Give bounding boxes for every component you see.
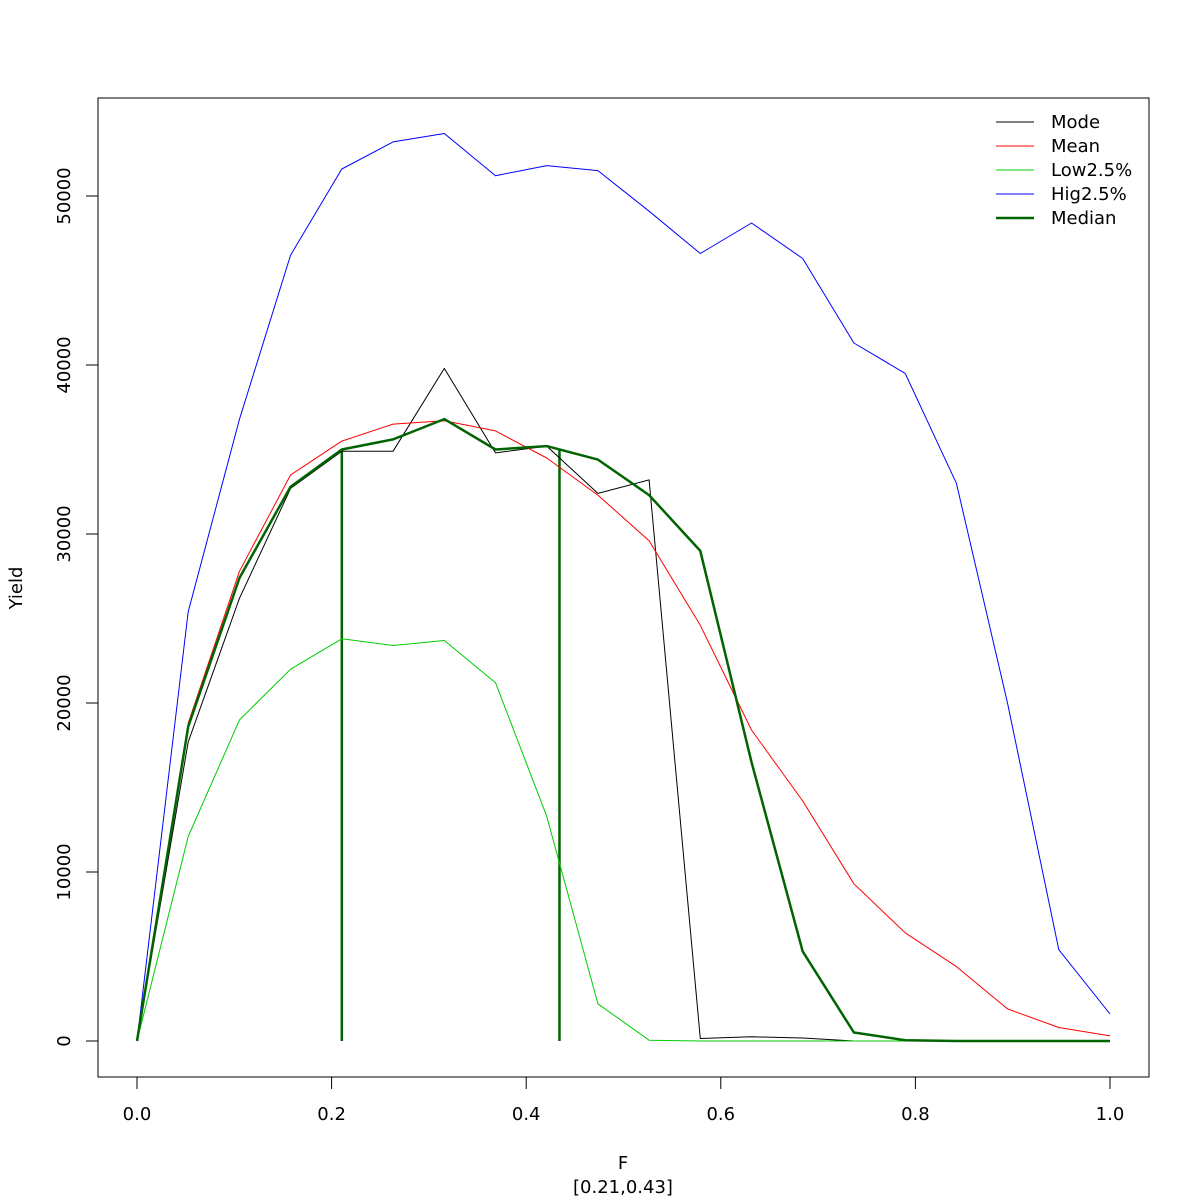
x-tick-label: 0.6	[706, 1104, 735, 1125]
legend-label: Mean	[1051, 136, 1100, 157]
x-axis-subtitle: [0.21,0.43]	[573, 1177, 673, 1198]
x-tick-label: 1.0	[1096, 1104, 1125, 1125]
reference-lines	[340, 449, 561, 1041]
y-axis: 0 10000 20000 30000 40000 50000	[54, 167, 99, 1047]
series-line-median	[135, 417, 1110, 1043]
y-tick-label: 20000	[54, 674, 75, 731]
series-line-mean	[136, 420, 1111, 1042]
plot-frame	[97, 97, 1150, 1078]
y-tick-label: 0	[54, 1035, 75, 1046]
series-line-low2-5-	[136, 638, 1110, 1042]
x-tick-label: 0.2	[317, 1104, 346, 1125]
legend-label: Low2.5%	[1051, 160, 1132, 181]
x-tick-label: 0.8	[901, 1104, 930, 1125]
y-tick-label: 10000	[54, 843, 75, 900]
x-tick-label: 0.4	[512, 1104, 541, 1125]
x-tick-label: 0.0	[123, 1104, 152, 1125]
series-lines	[135, 133, 1111, 1043]
series-line-mode	[136, 367, 1110, 1042]
y-tick-label: 40000	[54, 336, 75, 393]
legend-label: Median	[1051, 208, 1116, 229]
y-tick-label: 30000	[54, 505, 75, 562]
y-tick-label: 50000	[54, 167, 75, 224]
x-axis: 0.0 0.2 0.4 0.6 0.8 1.0	[123, 1076, 1125, 1125]
y-axis-label: Yield	[6, 567, 27, 611]
series-line-hig2-5-	[136, 133, 1111, 1042]
legend-label: Hig2.5%	[1051, 184, 1127, 205]
x-axis-label: F	[618, 1153, 628, 1174]
legend-label: Mode	[1051, 112, 1100, 133]
legend: Mode Mean Low2.5% Hig2.5% Median	[996, 112, 1132, 229]
